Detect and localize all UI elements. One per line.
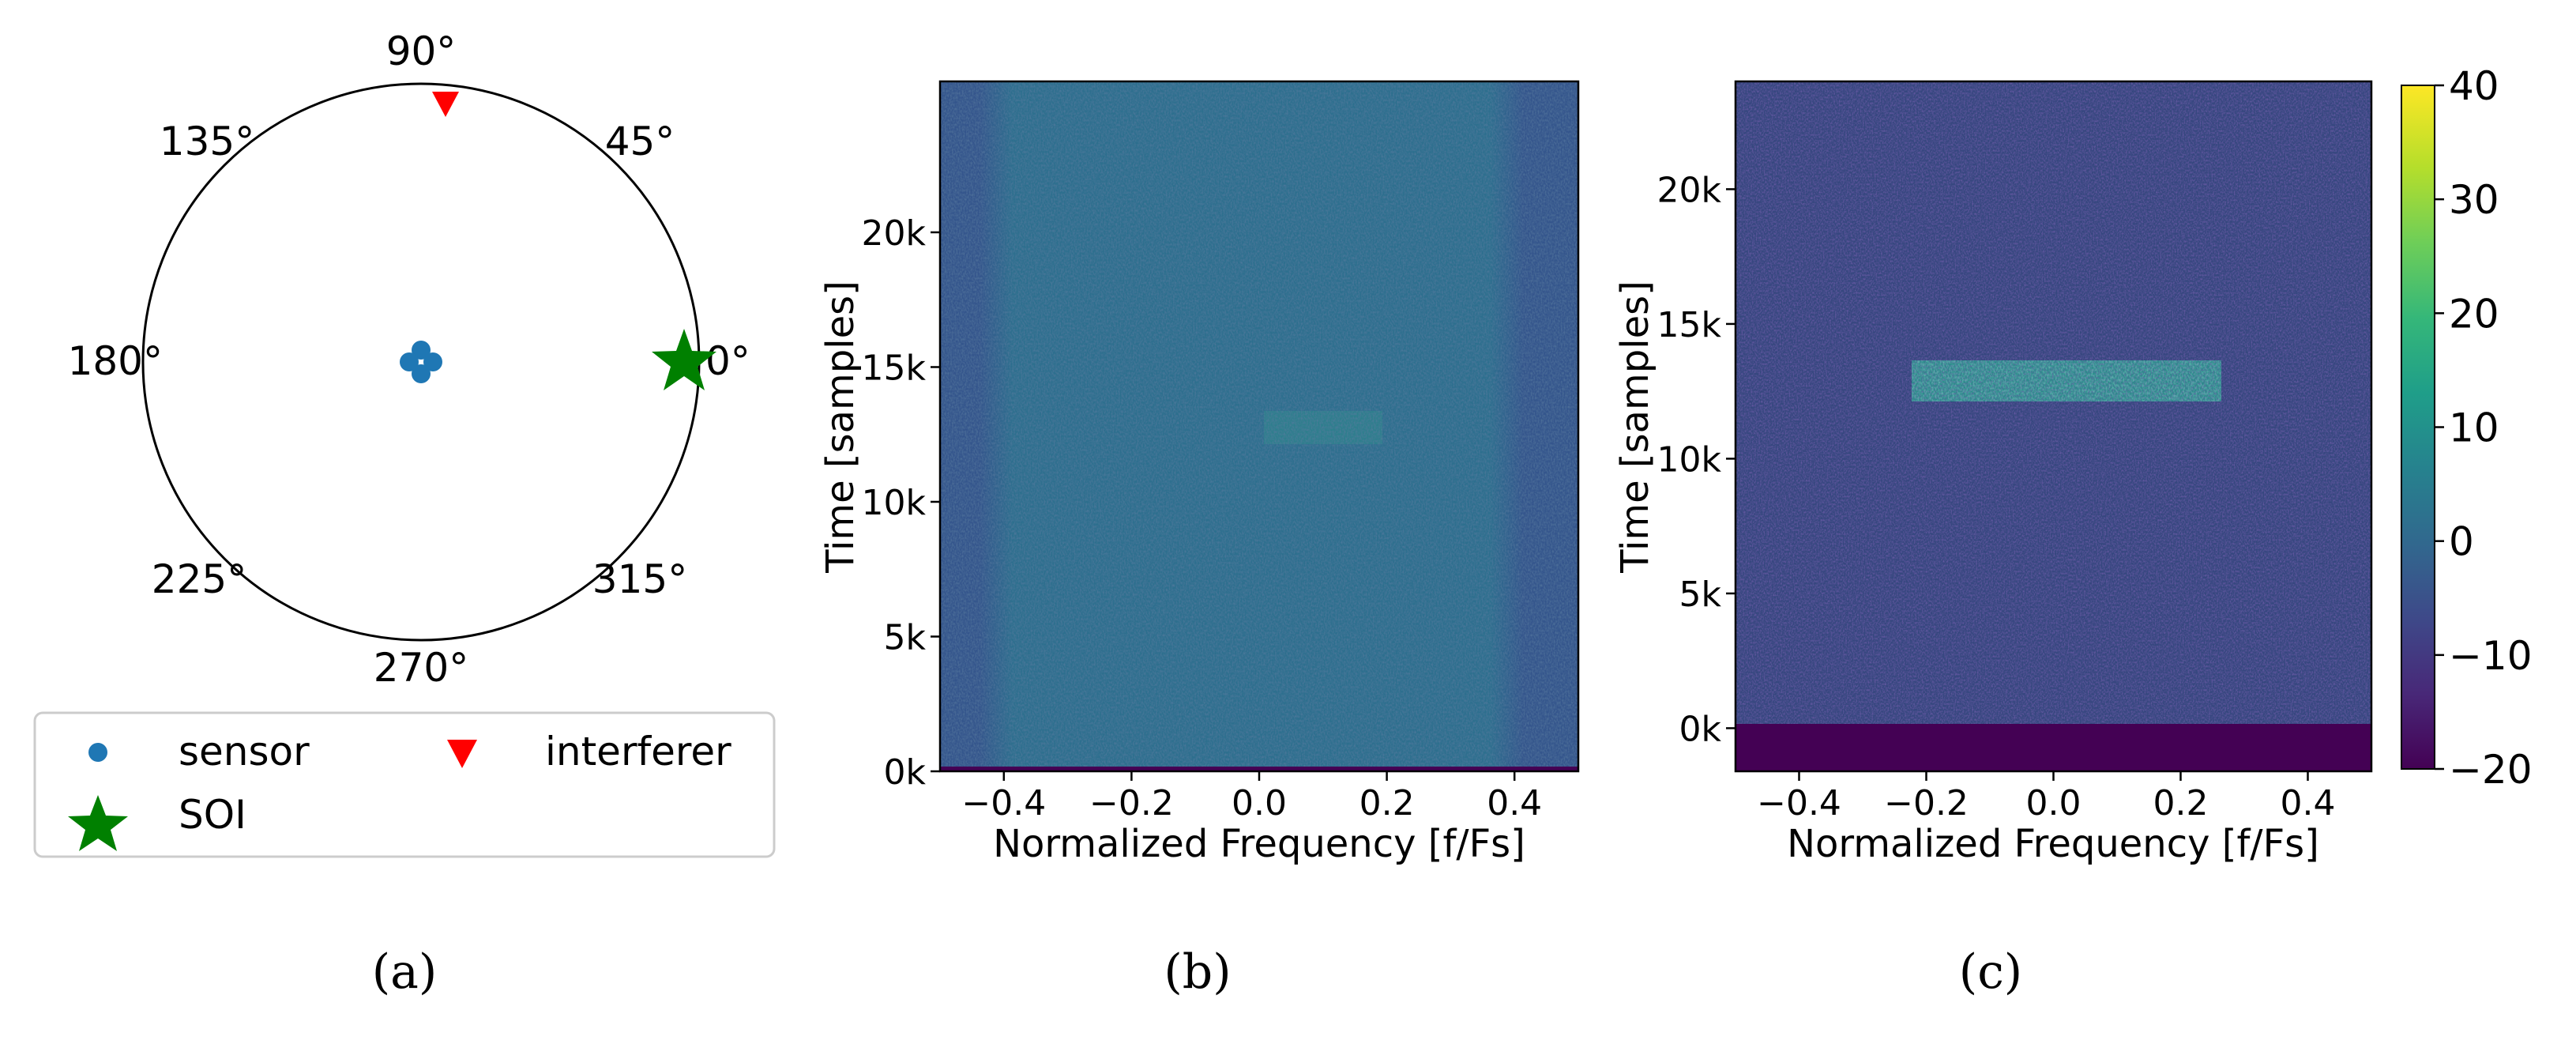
colorbar-ticks: 40 30 20 10 0 −10 −20 [2435, 63, 2533, 793]
sensor-point-90 [412, 341, 431, 360]
caption-a: (a) [372, 944, 438, 1000]
spectrogram-b-bottom-edge [940, 767, 1578, 771]
xtick-label: −0.2 [1884, 783, 1969, 823]
ytick-label: 10k [862, 483, 927, 523]
axes-b-xticks: −0.4 −0.2 0.0 0.2 0.4 [961, 771, 1542, 823]
panel-a: 90° 45° 135° 0° 180° 225° 315° 270° sens… [33, 28, 776, 858]
axes-c-ylabel: Time [samples] [1613, 281, 1657, 574]
panel-b: −0.4 −0.2 0.0 0.2 0.4 0k 5k 10k 15k 20k Normaliz… [818, 80, 1580, 866]
angle-label-90: 90° [386, 28, 457, 74]
spectrogram-b-texture [940, 81, 1578, 771]
caption-c: (c) [1959, 944, 2022, 1000]
colorbar: 40 30 20 10 0 −10 −20 [2401, 63, 2533, 793]
xtick-label: 0.4 [2281, 783, 2336, 823]
ytick-label: 0k [1679, 709, 1722, 749]
angle-label-45: 45° [605, 119, 675, 164]
colorbar-tick-label: −10 [2449, 633, 2533, 679]
ytick-label: 15k [862, 348, 927, 388]
sensor-point-270 [412, 364, 431, 383]
soi-marker [652, 329, 716, 390]
ytick-label: 20k [862, 213, 927, 254]
axes-c-xlabel: Normalized Frequency [f/Fs] [1787, 822, 2319, 866]
spectrogram-c-burst-texture [1912, 360, 2221, 401]
legend-box [33, 711, 776, 858]
axes-c-xticks: −0.4 −0.2 0.0 0.2 0.4 [1757, 771, 2335, 823]
angle-label-180: 180° [68, 338, 163, 384]
sensor-point-0 [423, 352, 442, 371]
ytick-label: 15k [1657, 305, 1722, 345]
xtick-label: 0.4 [1487, 783, 1542, 823]
ytick-label: 5k [884, 617, 927, 658]
colorbar-tick-label: 30 [2449, 177, 2499, 223]
legend-soi-label: SOI [179, 792, 246, 838]
xtick-label: 0.0 [1232, 783, 1287, 823]
angle-label-315: 315° [592, 556, 687, 602]
axes-b-xlabel: Normalized Frequency [f/Fs] [993, 822, 1525, 866]
angle-label-270: 270° [374, 645, 468, 691]
ytick-label: 20k [1657, 170, 1722, 210]
legend-sensor-marker [88, 743, 107, 762]
spectrogram-b [940, 81, 1578, 771]
ytick-label: 5k [1679, 575, 1722, 615]
legend-sensor-label: sensor [179, 729, 310, 774]
colorbar-tick-label: −20 [2449, 747, 2533, 793]
colorbar-tick-label: 40 [2449, 63, 2499, 109]
spectrogram-c [1736, 81, 2371, 771]
caption-b: (b) [1164, 944, 1231, 1000]
sensor-point-180 [400, 352, 419, 371]
legend: sensor interferer SOI [33, 711, 776, 858]
legend-soi-marker [68, 795, 128, 851]
xtick-label: 0.0 [2026, 783, 2081, 823]
xtick-label: −0.4 [961, 783, 1046, 823]
axes-b-yticks: 0k 5k 10k 15k 20k [862, 213, 940, 793]
angle-label-0: 0° [705, 338, 750, 384]
xtick-label: 0.2 [1359, 783, 1415, 823]
legend-interferer-marker [447, 740, 477, 768]
panel-c: −0.4 −0.2 0.0 0.2 0.4 0k 5k 10k 15k 20k Normaliz… [1613, 63, 2533, 866]
ytick-label: 0k [884, 752, 927, 793]
xtick-label: −0.2 [1089, 783, 1174, 823]
colorbar-tick-label: 20 [2449, 291, 2499, 337]
spectrogram-c-padding [1736, 724, 2371, 771]
colorbar-tick-label: 0 [2449, 519, 2474, 565]
angle-label-135: 135° [160, 119, 254, 164]
angle-label-225: 225° [152, 556, 246, 602]
colorbar-tick-label: 10 [2449, 405, 2499, 451]
xtick-label: −0.4 [1757, 783, 1841, 823]
colorbar-gradient [2401, 85, 2435, 770]
ytick-label: 10k [1657, 439, 1722, 480]
interferer-marker [432, 92, 459, 117]
spectrogram-c-texture [1736, 81, 2371, 724]
xtick-label: 0.2 [2153, 783, 2209, 823]
legend-interferer-label: interferer [545, 729, 731, 774]
axes-b-ylabel: Time [samples] [818, 281, 863, 574]
axes-c-yticks: 0k 5k 10k 15k 20k [1657, 170, 1736, 749]
